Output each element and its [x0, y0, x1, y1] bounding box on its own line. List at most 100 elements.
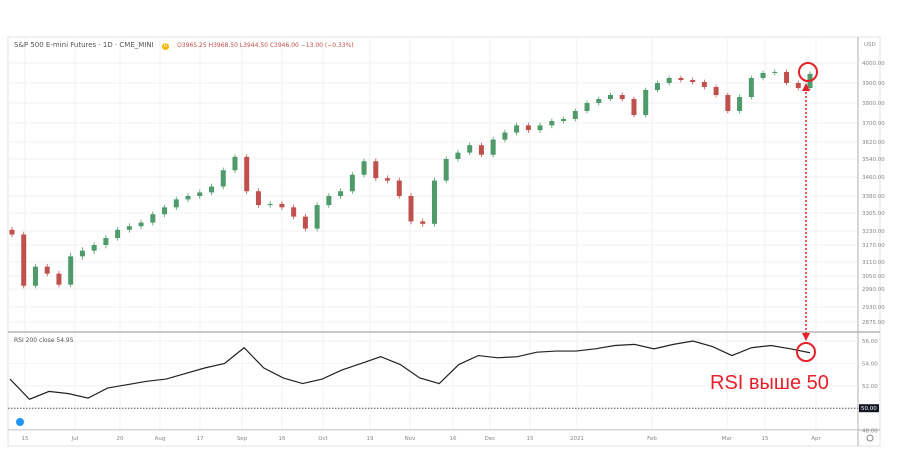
time-axis-label: Apr	[811, 436, 821, 442]
candle	[385, 178, 391, 181]
candle	[302, 216, 308, 229]
rsi-legend: RSI 200 close 54.95	[14, 337, 74, 344]
candle	[162, 207, 168, 215]
candle	[209, 186, 214, 193]
candle	[549, 121, 555, 126]
candle	[748, 78, 754, 97]
candle	[115, 229, 121, 238]
time-axis-label: 15	[22, 436, 29, 442]
candle	[572, 111, 578, 119]
candle	[608, 95, 613, 99]
candle	[631, 99, 637, 115]
candle	[619, 95, 625, 99]
candle	[713, 87, 719, 95]
candle	[150, 214, 156, 223]
candle	[197, 192, 203, 196]
candle	[32, 266, 38, 286]
annotation-circle-rsi	[796, 342, 816, 362]
candle	[326, 196, 332, 206]
candle	[690, 80, 696, 82]
candle	[584, 103, 590, 111]
time-axis-label: Jul	[71, 436, 79, 442]
rsi-50-label: 50.00	[861, 406, 877, 412]
candle	[9, 229, 15, 235]
tradingview-logo-icon	[16, 418, 24, 426]
price-axis-label: 3170.00	[862, 243, 885, 249]
rsi-axis-label: 56.00	[862, 339, 878, 345]
candle	[725, 95, 731, 111]
market-status-badge: D	[161, 43, 169, 50]
candle	[396, 180, 402, 196]
candle	[537, 125, 543, 131]
rsi-50-label-bg	[859, 404, 879, 413]
price-axis-label: 3620.00	[862, 140, 885, 146]
candle	[561, 119, 567, 121]
candle	[244, 156, 250, 192]
price-axis-label: 3050.00	[862, 274, 885, 280]
arrow-down-icon	[802, 333, 810, 341]
candle	[373, 161, 379, 179]
time-axis-label: 17	[197, 436, 204, 442]
candle	[678, 78, 684, 80]
candle	[361, 161, 367, 175]
time-axis-label: 16	[279, 436, 286, 442]
time-axis-label: Aug	[155, 436, 166, 442]
candle	[737, 97, 743, 111]
candle	[138, 222, 144, 227]
candle	[643, 90, 649, 115]
ohlc-values: O3965.25 H3968.50 L3944.50 C3946.00 −13.…	[177, 42, 354, 49]
symbol-title: S&P 500 E-mini Futures · 1D · CME_MINI	[14, 41, 154, 49]
price-axis-label: 4000.00	[862, 61, 885, 67]
price-axis-label: 3900.00	[862, 81, 885, 87]
candle	[173, 199, 179, 208]
time-axis-label: 16	[450, 436, 457, 442]
candle	[431, 180, 437, 224]
candle	[654, 83, 660, 90]
candle	[490, 139, 496, 155]
candle	[21, 234, 27, 286]
time-axis-label: Oct	[318, 436, 328, 442]
candle	[666, 78, 672, 83]
price-axis-label: 3800.00	[862, 101, 885, 107]
candle	[349, 174, 355, 192]
price-axis-label: 3110.00	[862, 260, 885, 266]
candle	[103, 238, 109, 245]
time-axis-label: 2021	[570, 436, 584, 442]
candle	[760, 73, 766, 78]
time-axis-label: Mar	[722, 436, 733, 442]
candle	[126, 226, 132, 230]
time-axis-label: 20	[117, 436, 124, 442]
candle	[267, 203, 273, 206]
candle	[232, 156, 238, 171]
price-axis-label: 2990.00	[862, 287, 885, 293]
candle	[56, 273, 62, 285]
candle	[443, 159, 449, 181]
settings-gear-icon[interactable]	[866, 434, 874, 442]
arrow-up-icon	[802, 83, 810, 91]
rsi-line	[9, 340, 811, 400]
price-axis-label: 3380.00	[862, 194, 885, 200]
candle	[255, 191, 261, 206]
price-axis-label: 3305.00	[862, 211, 885, 217]
candle	[68, 256, 74, 285]
annotation-circle-price	[798, 62, 818, 82]
rsi-axis-label: 52.00	[862, 384, 878, 390]
candle	[784, 72, 790, 83]
time-axis-label: 15	[527, 436, 534, 442]
candle	[79, 250, 85, 257]
chart-legend: S&P 500 E-mini Futures · 1D · CME_MINI D…	[14, 41, 354, 50]
candle	[478, 145, 484, 155]
candle	[701, 82, 707, 87]
time-axis-label: 19	[367, 436, 374, 442]
rsi-axis-label: 48.00	[862, 429, 878, 435]
price-axis-label: 2875.00	[862, 320, 885, 326]
chart-frame	[7, 36, 881, 447]
time-axis-label: Nov	[405, 436, 416, 442]
annotation-text: RSI выше 50	[710, 372, 829, 394]
candle	[467, 145, 473, 153]
time-axis-label: Feb	[647, 436, 657, 442]
candle	[795, 83, 801, 88]
time-axis-label: Dec	[485, 436, 496, 442]
price-axis-label: 2930.00	[862, 305, 885, 311]
